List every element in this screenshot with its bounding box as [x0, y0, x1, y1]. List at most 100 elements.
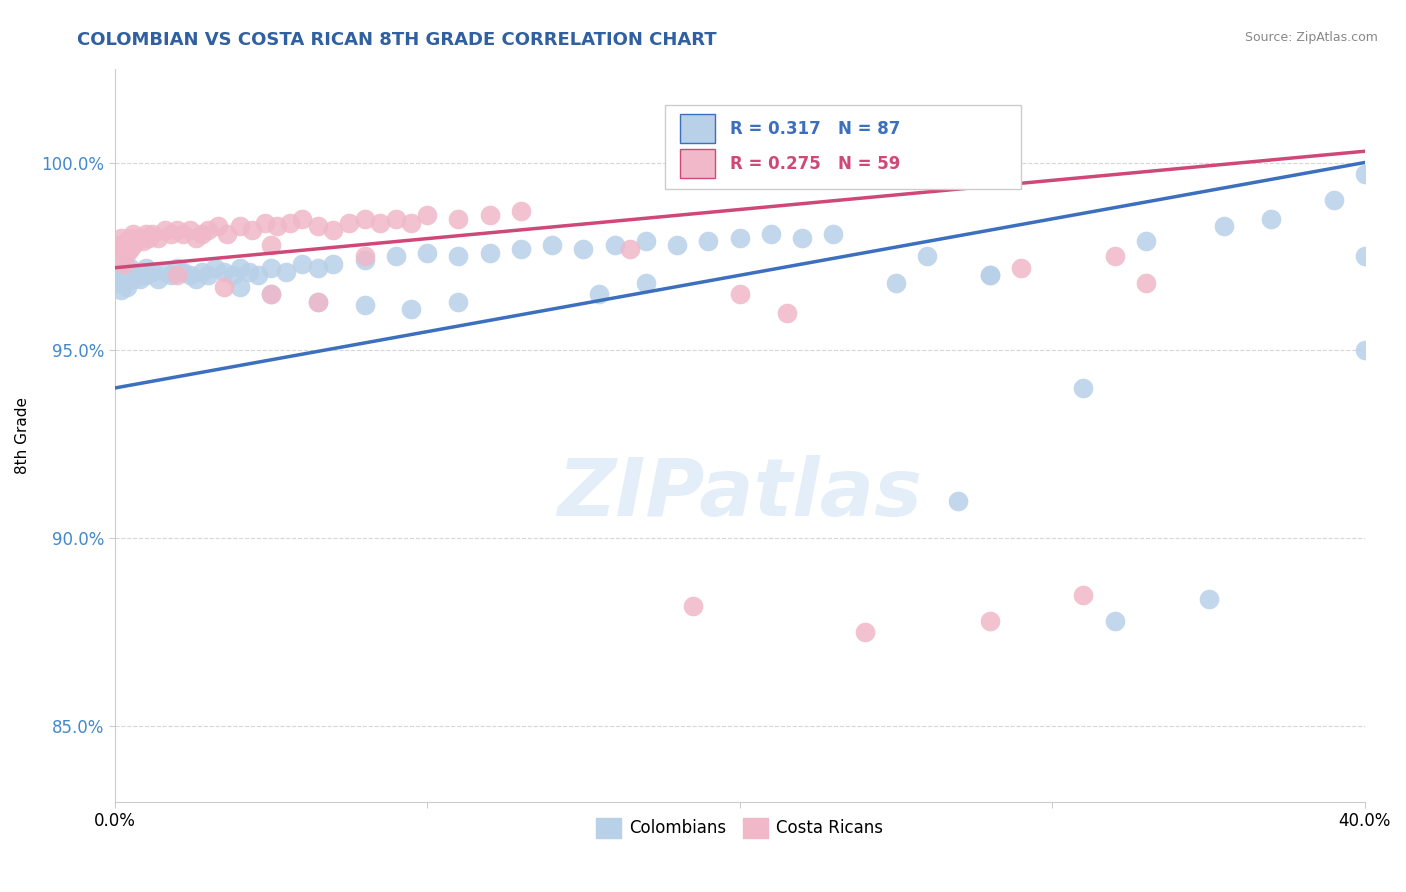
Point — [191, 264, 214, 278]
Point — [128, 272, 150, 286]
Point — [353, 250, 375, 264]
Point — [115, 235, 138, 249]
Point — [307, 294, 329, 309]
Point — [1010, 260, 1032, 275]
Point — [1354, 343, 1376, 358]
Text: Source: ZipAtlas.com: Source: ZipAtlas.com — [1244, 31, 1378, 45]
Point — [122, 238, 145, 252]
Point — [115, 245, 138, 260]
Point — [131, 268, 153, 283]
Point — [307, 294, 329, 309]
Point — [191, 227, 214, 241]
Point — [240, 223, 263, 237]
Point — [728, 287, 751, 301]
Point — [107, 272, 129, 286]
Point — [853, 625, 876, 640]
Text: R = 0.275   N = 59: R = 0.275 N = 59 — [730, 155, 900, 173]
Point — [115, 279, 138, 293]
Point — [141, 264, 163, 278]
Point — [682, 599, 704, 613]
Point — [619, 242, 641, 256]
Point — [148, 272, 170, 286]
Point — [107, 250, 129, 264]
Point — [278, 216, 301, 230]
Point — [172, 264, 194, 278]
Point — [541, 238, 564, 252]
Point — [260, 287, 283, 301]
Point — [401, 302, 423, 317]
Point — [634, 235, 657, 249]
Point — [1135, 235, 1157, 249]
Point — [110, 276, 132, 290]
Point — [307, 260, 329, 275]
Point — [979, 614, 1001, 628]
Point — [120, 268, 142, 283]
Point — [603, 238, 626, 252]
Point — [135, 227, 157, 241]
Point — [107, 264, 129, 278]
Point — [884, 276, 907, 290]
Point — [634, 276, 657, 290]
Point — [1073, 588, 1095, 602]
Point — [166, 260, 188, 275]
Point — [112, 250, 135, 264]
Bar — [679, 149, 714, 178]
Point — [153, 264, 176, 278]
Point — [179, 268, 201, 283]
Point — [107, 276, 129, 290]
Point — [666, 238, 689, 252]
Point — [107, 238, 129, 252]
Point — [1198, 591, 1220, 606]
Point — [131, 235, 153, 249]
Point — [276, 264, 298, 278]
Point — [307, 219, 329, 234]
Point — [353, 211, 375, 226]
Point — [1354, 167, 1376, 181]
Point — [135, 268, 157, 283]
FancyBboxPatch shape — [665, 105, 1021, 189]
Text: R = 0.317   N = 87: R = 0.317 N = 87 — [730, 120, 900, 137]
Point — [260, 238, 283, 252]
Point — [184, 230, 207, 244]
Point — [120, 230, 142, 244]
Point — [112, 238, 135, 252]
Point — [238, 264, 260, 278]
Point — [979, 268, 1001, 283]
Point — [728, 230, 751, 244]
Point — [478, 208, 501, 222]
Point — [322, 257, 344, 271]
Point — [207, 219, 229, 234]
Point — [120, 260, 142, 275]
Text: ZIPatlas: ZIPatlas — [557, 455, 922, 533]
Point — [823, 227, 845, 241]
Point — [122, 227, 145, 241]
Point — [110, 268, 132, 283]
Point — [179, 223, 201, 237]
Point — [110, 260, 132, 275]
Point — [166, 268, 188, 283]
Point — [212, 279, 235, 293]
Text: COLOMBIAN VS COSTA RICAN 8TH GRADE CORRELATION CHART: COLOMBIAN VS COSTA RICAN 8TH GRADE CORRE… — [77, 31, 717, 49]
Point — [112, 257, 135, 271]
Point — [1260, 211, 1282, 226]
Point — [759, 227, 782, 241]
Point — [197, 223, 219, 237]
Point — [212, 264, 235, 278]
Point — [228, 279, 250, 293]
Point — [122, 264, 145, 278]
Point — [291, 211, 314, 226]
Bar — [679, 114, 714, 144]
Point — [260, 287, 283, 301]
Point — [1073, 381, 1095, 395]
Point — [266, 219, 288, 234]
Point — [1354, 250, 1376, 264]
Y-axis label: 8th Grade: 8th Grade — [15, 397, 30, 474]
Point — [135, 260, 157, 275]
Point — [184, 272, 207, 286]
Point — [222, 268, 245, 283]
Point — [416, 245, 439, 260]
Point — [110, 283, 132, 297]
Point — [159, 227, 181, 241]
Point — [141, 227, 163, 241]
Point — [138, 230, 160, 244]
